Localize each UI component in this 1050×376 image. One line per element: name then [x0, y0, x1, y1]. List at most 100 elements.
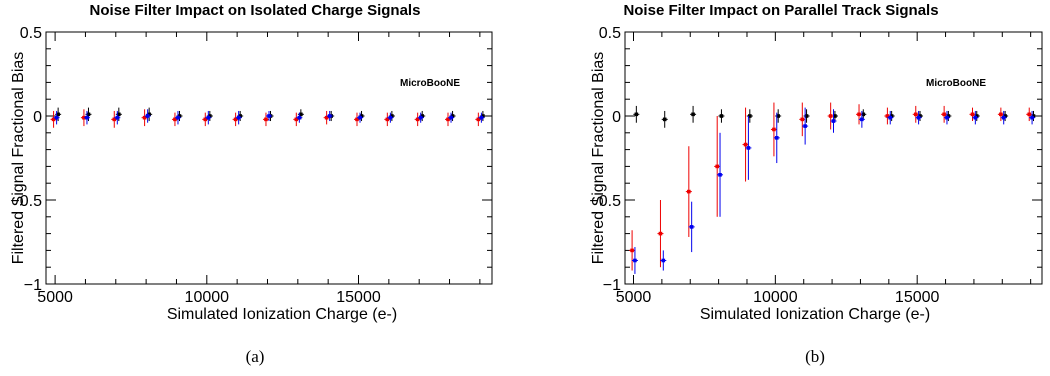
x-axis-label: Simulated Ionization Charge (e-)	[700, 306, 930, 323]
data-point	[831, 119, 836, 123]
data-point	[233, 117, 238, 122]
y-tick-label: −1	[603, 277, 621, 294]
x-tick-label: 5000	[616, 289, 652, 306]
data-point	[479, 115, 484, 120]
y-tick-label: −1	[24, 277, 42, 294]
data-point	[916, 115, 921, 120]
data-point	[633, 258, 637, 263]
data-point	[687, 189, 691, 194]
y-tick-label: −0.5	[10, 193, 42, 210]
data-point	[804, 114, 809, 118]
data-point	[828, 114, 833, 118]
data-point	[945, 115, 949, 120]
data-point	[776, 114, 780, 118]
data-point	[973, 115, 978, 120]
y-tick-label: 0	[612, 109, 621, 126]
data-point	[634, 112, 639, 117]
data-series-1	[629, 102, 1033, 271]
panel-caption: (b)	[805, 347, 825, 366]
axes: −1 −0.5 0 0.5 5000 10000 15000	[10, 25, 493, 306]
data-point	[970, 112, 975, 117]
data-point	[476, 117, 481, 122]
data-point	[112, 117, 117, 122]
data-point	[203, 117, 208, 122]
y-axis-label: Filtered Signal Fractional Bias	[590, 52, 607, 265]
data-point	[54, 115, 59, 120]
data-point	[142, 115, 147, 120]
data-point	[145, 114, 150, 118]
data-point	[56, 112, 60, 117]
data-point	[833, 114, 837, 118]
data-point	[715, 164, 719, 169]
data-point	[115, 115, 120, 120]
chart-title: Noise Filter Impact on Parallel Track Si…	[623, 2, 938, 19]
data-point	[86, 112, 91, 117]
x-tick-label: 10000	[753, 289, 798, 306]
data-point	[662, 117, 667, 122]
data-point	[117, 112, 121, 117]
data-point	[857, 112, 861, 117]
data-point	[206, 115, 211, 120]
panel-caption: (a)	[246, 347, 265, 366]
data-point	[691, 112, 695, 117]
x-tick-label: 10000	[185, 289, 230, 306]
data-point	[82, 115, 86, 120]
data-point	[999, 112, 1003, 117]
data-point	[860, 117, 864, 122]
data-point	[236, 115, 241, 120]
data-point	[630, 248, 634, 253]
axes: −1 −0.5 0 0.5 5000 10000 15000	[589, 25, 1043, 306]
data-point	[327, 114, 332, 118]
data-point	[746, 146, 751, 150]
data-point	[299, 112, 303, 117]
data-point	[176, 115, 180, 120]
data-point	[415, 117, 420, 122]
data-point	[446, 117, 450, 122]
data-point	[264, 117, 268, 122]
data-point	[719, 114, 724, 118]
chart-panel-a: Noise Filter Impact on Isolated Charge S…	[10, 2, 493, 366]
data-point	[418, 115, 423, 120]
experiment-label: MicroBooNE	[400, 78, 460, 89]
data-point	[942, 112, 946, 117]
data-point	[803, 124, 807, 128]
data-point	[888, 115, 893, 120]
data-point	[718, 173, 722, 177]
data-point	[774, 136, 779, 140]
data-point	[661, 258, 666, 263]
data-point	[85, 115, 89, 120]
data-point	[267, 114, 271, 118]
data-point	[885, 114, 890, 118]
data-point	[748, 114, 752, 118]
data-point	[173, 117, 177, 122]
data-point	[800, 117, 805, 122]
experiment-label: MicroBooNE	[926, 78, 986, 89]
y-tick-label: −0.5	[589, 193, 621, 210]
plot-frame	[45, 31, 493, 285]
data-point	[861, 112, 866, 117]
y-tick-label: 0.5	[599, 25, 621, 42]
data-point	[658, 231, 663, 236]
chart-title: Noise Filter Impact on Isolated Charge S…	[90, 2, 421, 19]
y-axis-label: Filtered Signal Fractional Bias	[10, 52, 27, 265]
data-point	[1030, 115, 1034, 120]
data-point	[388, 115, 393, 120]
data-point	[294, 117, 299, 122]
y-tick-label: 0	[33, 109, 42, 126]
x-tick-label: 15000	[895, 289, 940, 306]
data-point	[743, 142, 748, 147]
data-point	[297, 115, 302, 120]
data-point	[913, 112, 918, 117]
data-series-2	[53, 109, 485, 125]
data-point	[1027, 112, 1032, 117]
data-point	[358, 115, 362, 120]
data-point	[449, 115, 453, 120]
data-point	[51, 117, 56, 122]
x-axis-label: Simulated Ionization Charge (e-)	[167, 306, 397, 323]
data-series-2	[631, 107, 1036, 274]
data-point	[772, 127, 776, 132]
x-tick-label: 5000	[37, 289, 73, 306]
data-series-1	[50, 109, 482, 128]
data-point	[324, 115, 329, 120]
